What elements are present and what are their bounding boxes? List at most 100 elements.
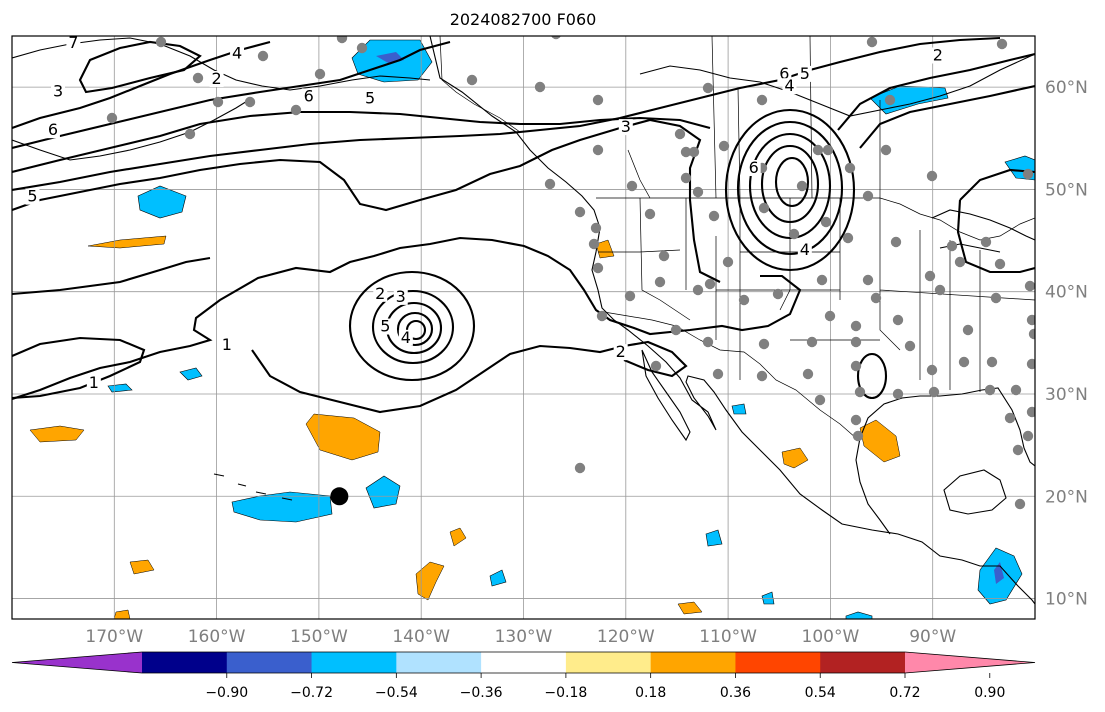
contour-label-bg (797, 241, 812, 258)
map-frame (11, 35, 1036, 620)
contour-east-closed (956, 168, 1035, 274)
station-dot (644, 208, 656, 220)
contour-label-bg (378, 318, 393, 335)
longitude-labels: 170°W 160°W 150°W 140°W 130°W 120°W 110°W 100°W… (85, 627, 956, 647)
shade-orange-region (305, 413, 381, 461)
contour-line-northeast-2 (859, 84, 1035, 149)
station-dot (822, 144, 834, 156)
station-dot (934, 284, 946, 296)
station-dot (155, 36, 167, 48)
station-dot (702, 336, 714, 348)
station-dot (816, 274, 828, 286)
station-dot (880, 144, 892, 156)
contour-label-bg (613, 344, 628, 361)
lon-tick-label: 120°W (597, 627, 655, 647)
shade-orange-region (29, 425, 85, 443)
contour-label: 1 (89, 373, 99, 392)
contour-label: 4 (232, 43, 242, 62)
shade-blue-region (705, 529, 723, 547)
station-dot (704, 278, 716, 290)
station-dot (994, 258, 1006, 270)
lat-tick-label: 40°N (1045, 283, 1088, 303)
contour-label: 5 (380, 317, 390, 336)
station-dot (980, 236, 992, 248)
lon-tick-label: 90°W (909, 627, 956, 647)
station-dot (184, 128, 196, 140)
lon-tick-label: 140°W (392, 627, 450, 647)
contour-label: 2 (616, 342, 626, 361)
shade-orange-region (781, 447, 809, 469)
contour-ring-5 (396, 311, 434, 347)
contour-label: 6 (48, 120, 58, 139)
hawaii-islands (213, 473, 293, 501)
colorbar (11, 651, 1036, 674)
station-dot (1012, 444, 1024, 456)
station-dot (890, 236, 902, 248)
station-dot (852, 430, 864, 442)
contour-label: 3 (396, 287, 406, 306)
shade-blue-region (365, 475, 401, 509)
contour-label-bg (66, 35, 81, 52)
contour-label-bg (746, 160, 761, 177)
station-dot (336, 36, 348, 44)
contour-layer (12, 36, 1035, 414)
shade-blue-region (731, 403, 747, 415)
contour-line-1-east (12, 336, 146, 400)
station-dot (884, 94, 896, 106)
contour-label-bg (45, 122, 60, 139)
contour-small-ring (856, 352, 888, 400)
station-dot (592, 94, 604, 106)
shade-blue-region (489, 569, 507, 587)
station-dot (802, 368, 814, 380)
station-dot (854, 386, 866, 398)
station-dot (551, 36, 561, 40)
station-dot (534, 81, 546, 93)
contour-line-7 (78, 40, 202, 94)
station-dot (708, 210, 720, 222)
station-dot (892, 314, 904, 326)
gulf-coastline (855, 387, 1035, 535)
shade-darkblue-region (994, 562, 1004, 584)
contour-label: 4 (800, 240, 810, 259)
station-dot (588, 238, 600, 250)
contour-label-bg (398, 329, 413, 346)
station-dot (1022, 430, 1034, 442)
station-dot (290, 104, 302, 116)
map-title: 2024082700 F060 (449, 10, 597, 29)
station-dot (962, 324, 974, 336)
political-borders (439, 36, 1035, 439)
contour-label-bg (777, 65, 792, 82)
colorbar-tick-label: −0.72 (290, 685, 333, 701)
north-america-coastline (429, 36, 1035, 605)
station-dot (544, 178, 556, 190)
station-dot (624, 290, 636, 302)
station-dot (1014, 498, 1026, 510)
us-state-lines (598, 197, 1035, 392)
colorbar-segment (820, 652, 906, 673)
station-dot (692, 284, 704, 296)
contour-label-bg (782, 78, 797, 95)
shade-blue-region (137, 185, 187, 219)
shade-orange-region (415, 561, 445, 601)
station-dot (674, 128, 686, 140)
contour-line-3 (12, 118, 721, 283)
colorbar-segment (396, 652, 482, 673)
station-dot (984, 384, 996, 396)
contour-label: 5 (800, 64, 810, 83)
contour-label-bg (393, 288, 408, 305)
station-dot (892, 388, 904, 400)
station-dot (926, 170, 938, 182)
shade-blue-region (179, 367, 203, 381)
contour-label: 1 (222, 335, 232, 354)
lon-tick-label: 130°W (495, 627, 553, 647)
station-dot (596, 310, 608, 322)
contour-label-bg (219, 336, 234, 353)
station-dot (738, 294, 750, 306)
station-dot (1024, 280, 1035, 292)
station-dot (590, 222, 602, 234)
contour-label: 6 (779, 64, 789, 83)
contour-line-1 (12, 236, 802, 400)
shaded-field-layer (29, 39, 1035, 619)
colorbar-max-extension (905, 652, 1035, 673)
